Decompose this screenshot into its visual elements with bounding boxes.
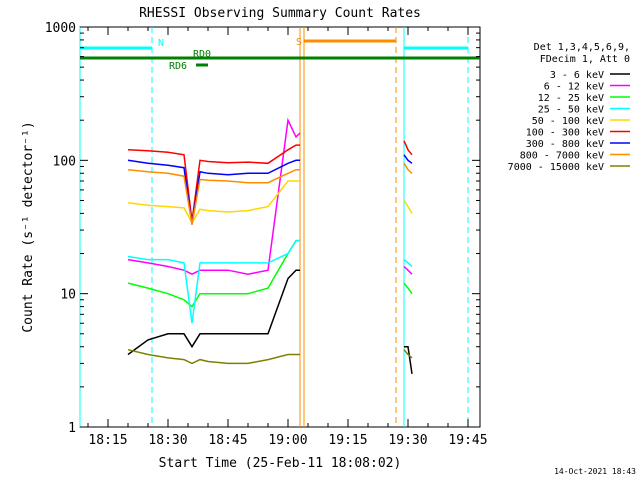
legend-header: Det 1,3,4,5,6,9, <box>534 42 630 53</box>
y-tick-label: 1 <box>68 421 76 436</box>
series-line <box>127 180 300 225</box>
series-line <box>403 140 413 156</box>
x-tick-label: 18:30 <box>148 433 187 448</box>
legend-entry-label: 12 - 25 keV <box>538 93 604 104</box>
legend-entry-label: 25 - 50 keV <box>538 105 604 116</box>
series-line <box>404 345 413 375</box>
flag-bars: N S RD0 RD6 <box>80 37 480 72</box>
series-line <box>127 159 300 225</box>
flag-label: S <box>296 37 302 48</box>
series-line <box>403 162 413 174</box>
legend-entry-label: 3 - 6 keV <box>550 70 604 81</box>
flag-label: RD0 <box>193 49 211 60</box>
legend-entry-label: 7000 - 15000 keV <box>508 162 604 173</box>
series-line <box>403 154 413 164</box>
y-axis-label: Count Rate (s⁻¹ detector⁻¹) <box>21 121 36 332</box>
footer-date: 14-Oct-2021 18:43 <box>554 467 636 476</box>
legend-entry-label: 100 - 300 keV <box>526 128 604 139</box>
legend-entry-label: 6 - 12 keV <box>544 82 604 93</box>
y-tick-label: 10 <box>60 288 76 303</box>
series-line <box>127 144 300 222</box>
legend-entry-label: 800 - 7000 keV <box>520 151 604 162</box>
series-line <box>127 269 300 356</box>
series-line <box>127 348 300 365</box>
series-line <box>403 349 413 359</box>
x-tick-label: 18:45 <box>208 433 247 448</box>
legend-entry-label: 300 - 800 keV <box>526 139 604 150</box>
flag-label: RD6 <box>169 61 187 72</box>
series-line <box>127 117 301 276</box>
legend: Det 1,3,4,5,6,9,FDecim 1, Att 0 3 - 6 keV… <box>508 42 630 173</box>
x-tick-label: 19:00 <box>268 433 307 448</box>
x-tick-label: 19:15 <box>328 433 367 448</box>
legend-entry-label: 50 - 100 keV <box>532 116 604 127</box>
plot-area-frame <box>79 26 481 428</box>
flag-label: N <box>158 38 164 49</box>
x-axis-ticks: 18:15 18:30 18:45 19:00 19:15 19:30 19:45 <box>87 27 488 448</box>
y-tick-label: 100 <box>53 154 76 169</box>
x-tick-label: 19:30 <box>388 433 427 448</box>
boundary-lines <box>79 27 469 427</box>
series-lines <box>127 117 413 375</box>
x-tick-label: 19:45 <box>448 433 487 448</box>
series-line <box>403 282 413 295</box>
series-line <box>127 168 300 225</box>
legend-header: FDecim 1, Att 0 <box>540 54 630 65</box>
series-line <box>403 265 413 275</box>
series-line <box>127 239 300 324</box>
series-line <box>127 239 300 308</box>
chart-title: RHESSI Observing Summary Count Rates <box>139 6 421 21</box>
series-line <box>403 259 413 268</box>
x-tick-label: 18:15 <box>88 433 127 448</box>
y-axis-ticks: 1 10 100 1000 <box>45 21 480 436</box>
y-tick-label: 1000 <box>45 21 76 36</box>
x-axis-label: Start Time (25-Feb-11 18:08:02) <box>159 456 402 471</box>
series-line <box>403 200 413 214</box>
